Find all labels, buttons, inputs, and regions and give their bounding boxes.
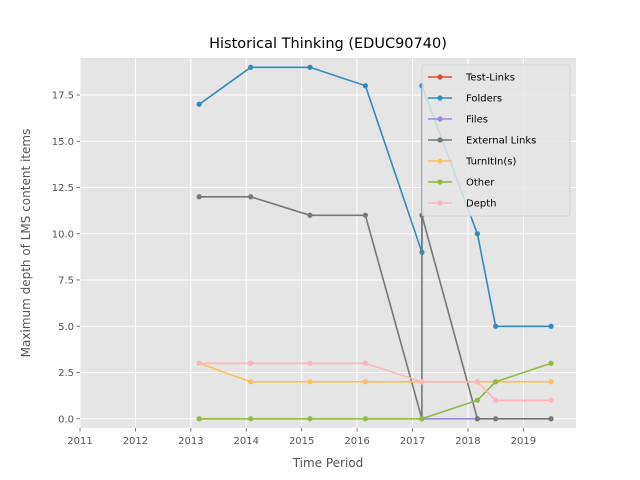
data-point-folders bbox=[307, 64, 313, 70]
x-tick-label: 2015 bbox=[289, 436, 314, 447]
legend-swatch-marker bbox=[437, 200, 443, 206]
data-point-turnitin-s bbox=[548, 379, 554, 385]
x-axis-ticks: 2011 2012 2013 2014 2015 2016 2017 2018 2019 bbox=[67, 428, 536, 447]
x-tick-label: 2011 bbox=[67, 436, 92, 447]
chart-title: Historical Thinking (EDUC90740) bbox=[209, 36, 447, 52]
legend: Test-Links Folders Files External Links Turn… bbox=[421, 64, 571, 217]
data-point-external-links bbox=[196, 194, 202, 200]
data-point-folders bbox=[362, 83, 369, 89]
y-tick-label: 15.0 bbox=[52, 137, 74, 148]
data-point-other bbox=[548, 360, 554, 366]
data-point-other bbox=[248, 416, 254, 422]
data-point-turnitin-s bbox=[307, 379, 313, 385]
y-tick-label: 12.5 bbox=[52, 183, 74, 194]
y-tick-label: 10.0 bbox=[52, 229, 74, 240]
data-point-turnitin-s bbox=[362, 379, 369, 385]
data-point-depth bbox=[196, 360, 202, 366]
data-point-depth bbox=[307, 360, 313, 366]
legend-label: External Links bbox=[466, 136, 536, 147]
x-axis-label: Time Period bbox=[292, 456, 364, 470]
legend-label: Other bbox=[466, 178, 495, 189]
series-line-other bbox=[199, 362, 552, 420]
legend-swatch-marker bbox=[437, 74, 443, 80]
series-line-turnitin-s bbox=[198, 362, 552, 383]
x-tick-label: 2014 bbox=[234, 436, 259, 447]
legend-label: Folders bbox=[466, 94, 502, 105]
data-point-external-links bbox=[248, 194, 254, 200]
legend-swatch-marker bbox=[437, 179, 443, 185]
x-tick-label: 2018 bbox=[455, 436, 480, 447]
data-point-depth bbox=[248, 360, 254, 366]
legend-label: Files bbox=[466, 115, 488, 126]
data-point-external-links bbox=[493, 416, 499, 422]
data-point-other bbox=[419, 416, 425, 422]
data-point-other bbox=[307, 416, 313, 422]
data-point-external-links bbox=[548, 416, 554, 422]
data-point-other bbox=[493, 379, 499, 385]
legend-swatch-marker bbox=[437, 158, 443, 164]
legend-swatch-marker bbox=[437, 137, 443, 143]
data-point-folders bbox=[548, 323, 554, 329]
y-axis-label: Maximum depth of LMS content items bbox=[19, 129, 33, 358]
series-line-depth bbox=[199, 362, 552, 402]
x-tick-label: 2019 bbox=[511, 436, 536, 447]
data-point-depth bbox=[362, 360, 369, 366]
legend-swatch-marker bbox=[437, 95, 443, 101]
y-axis-ticks: 0.0 2.5 5.0 7.5 10.0 12.5 15.0 17.5 bbox=[52, 91, 80, 425]
legend-swatch-marker bbox=[437, 116, 443, 122]
y-tick-label: 17.5 bbox=[52, 91, 74, 102]
y-tick-label: 0.0 bbox=[58, 414, 74, 425]
data-point-folders bbox=[493, 323, 499, 329]
y-tick-label: 5.0 bbox=[58, 322, 74, 333]
x-tick-label: 2016 bbox=[344, 436, 369, 447]
y-tick-label: 2.5 bbox=[58, 368, 74, 379]
legend-label: Test-Links bbox=[465, 73, 515, 84]
data-point-external-links bbox=[474, 416, 480, 422]
data-point-depth bbox=[493, 397, 499, 403]
x-tick-label: 2013 bbox=[178, 436, 203, 447]
data-point-external-links bbox=[307, 212, 313, 218]
data-point-other bbox=[474, 397, 480, 403]
series-layer bbox=[196, 64, 554, 422]
data-point-depth bbox=[548, 397, 554, 403]
data-point-external-links bbox=[362, 212, 369, 218]
legend-box bbox=[421, 64, 571, 217]
data-point-other bbox=[196, 416, 202, 422]
data-point-folders bbox=[248, 64, 254, 70]
data-point-other bbox=[362, 416, 369, 422]
data-point-folders bbox=[474, 231, 480, 237]
x-tick-label: 2012 bbox=[123, 436, 148, 447]
series-other bbox=[196, 360, 554, 422]
y-tick-label: 7.5 bbox=[58, 276, 74, 287]
legend-label: TurnItIn(s) bbox=[465, 157, 516, 168]
data-point-depth bbox=[419, 379, 425, 385]
data-point-depth bbox=[474, 379, 480, 385]
series-depth bbox=[196, 360, 554, 403]
legend-label: Depth bbox=[466, 199, 496, 210]
data-point-turnitin-s bbox=[248, 379, 254, 385]
data-point-folders bbox=[196, 101, 202, 107]
x-tick-label: 2017 bbox=[400, 436, 425, 447]
